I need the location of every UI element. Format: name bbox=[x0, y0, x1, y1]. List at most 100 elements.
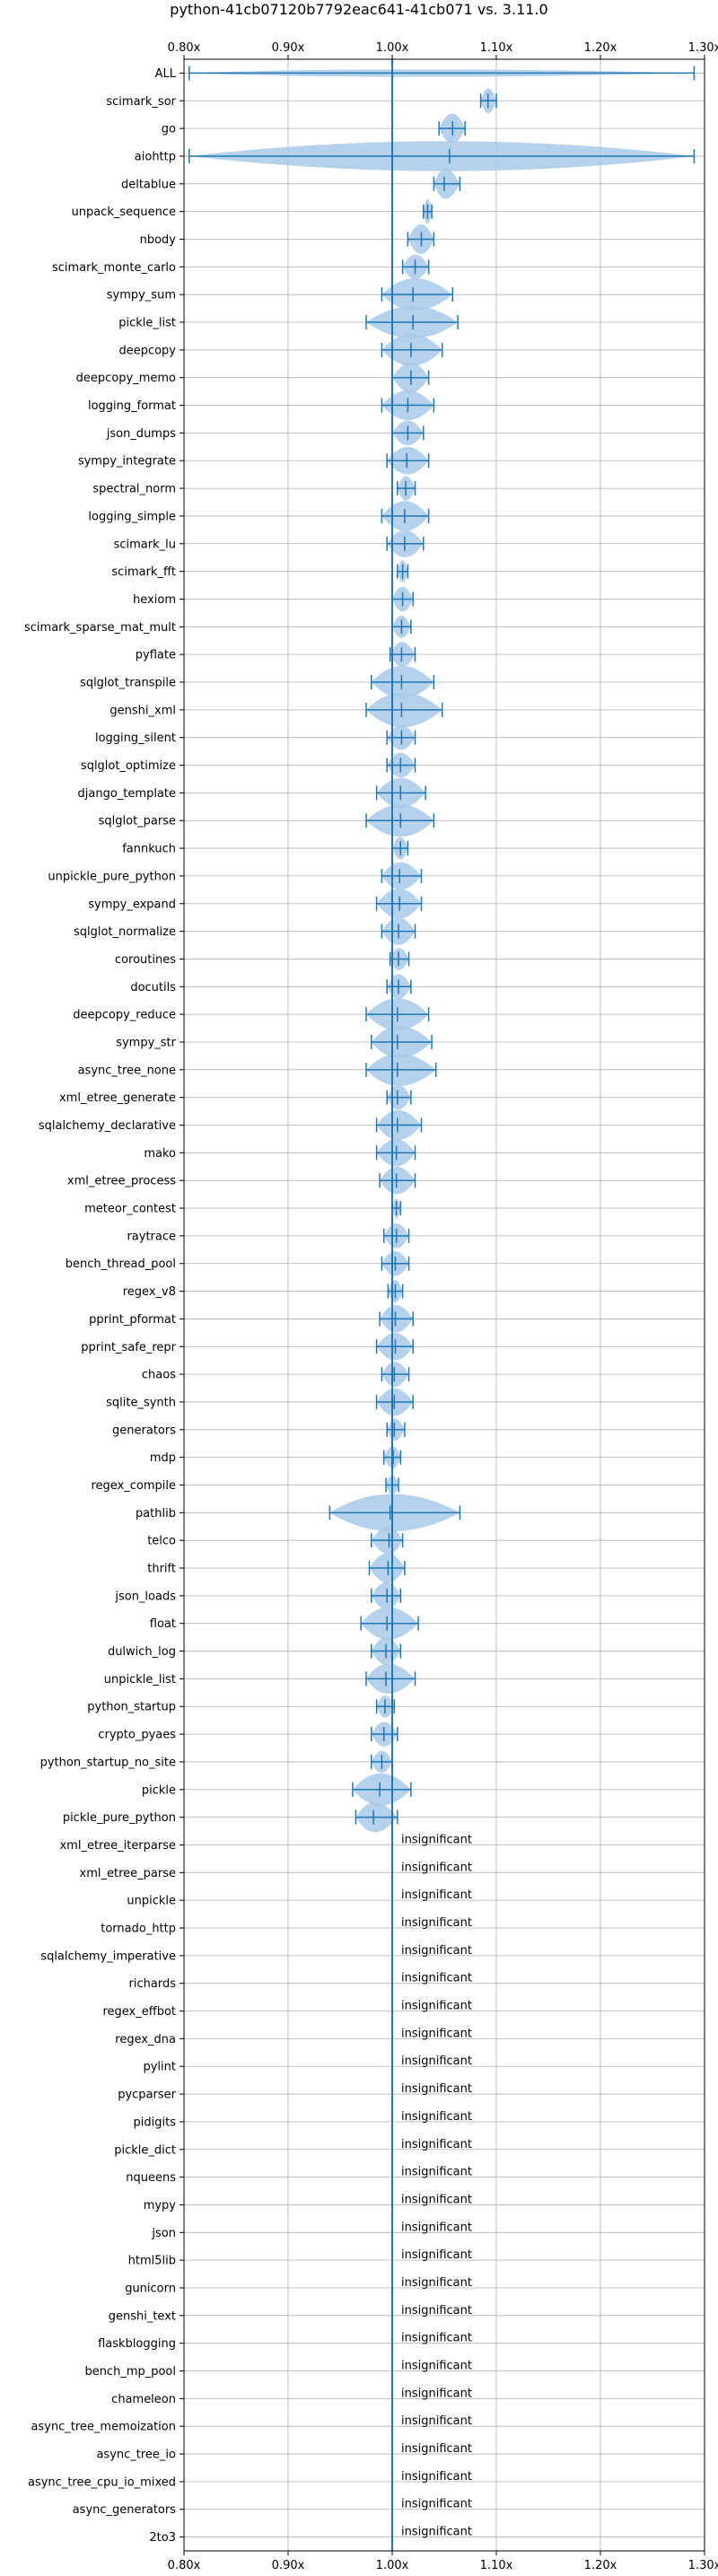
category-label: bench_mp_pool bbox=[84, 2365, 176, 2379]
x-tick-label-top: 1.00x bbox=[376, 41, 409, 55]
category-label: unpickle_pure_python bbox=[48, 870, 176, 883]
category-label: logging_simple bbox=[88, 510, 176, 523]
category-label: django_template bbox=[78, 787, 176, 801]
category-label: pyflate bbox=[136, 649, 176, 662]
violins: insignificant insignificant insignificant i… bbox=[188, 59, 696, 2551]
insignificant-label: insignificant bbox=[401, 2332, 472, 2345]
category-label: raytrace bbox=[127, 1230, 176, 1243]
category-label: async_tree_io bbox=[96, 2449, 176, 2462]
chart-title: python-41cb07120b7792eac641-41cb071 vs. … bbox=[170, 1, 547, 18]
category-label: async_generators bbox=[73, 2503, 177, 2517]
category-label: logging_silent bbox=[95, 732, 176, 745]
category-label: crypto_pyaes bbox=[98, 1729, 176, 1742]
category-label: xml_etree_parse bbox=[80, 1867, 176, 1880]
category-label: regex_dna bbox=[115, 2033, 176, 2046]
category-label: nqueens bbox=[126, 2171, 176, 2185]
x-axis-ticks: 0.80x 0.80x 0.90x 0.90x 1.00x 1.00x 1.10x 1.10x… bbox=[168, 41, 718, 2572]
insignificant-label: insignificant bbox=[401, 2526, 472, 2539]
insignificant-label: insignificant bbox=[401, 2000, 472, 2013]
x-tick-label-top: 0.90x bbox=[272, 41, 305, 55]
category-label: scimark_fft bbox=[111, 565, 176, 579]
category-label: generators bbox=[112, 1424, 176, 1437]
category-label: deepcopy bbox=[118, 344, 176, 357]
category-label: json_dumps bbox=[106, 427, 176, 441]
category-label: async_tree_none bbox=[78, 1064, 176, 1077]
category-label: deepcopy_memo bbox=[76, 372, 176, 385]
category-label: logging_format bbox=[88, 399, 176, 413]
category-label: docutils bbox=[130, 981, 176, 994]
x-tick-label-bottom: 1.10x bbox=[480, 2559, 513, 2572]
insignificant-label: insignificant bbox=[401, 2248, 472, 2262]
category-label: regex_effbot bbox=[102, 2005, 176, 2019]
category-label: tornado_http bbox=[101, 1923, 176, 1936]
insignificant-label: insignificant bbox=[401, 2055, 472, 2068]
category-label: spectral_norm bbox=[92, 483, 176, 496]
insignificant-label: insignificant bbox=[401, 2027, 472, 2040]
category-label: pathlib bbox=[136, 1507, 176, 1520]
category-label: async_tree_cpu_io_mixed bbox=[28, 2475, 176, 2489]
category-label: genshi_text bbox=[109, 2309, 176, 2323]
category-label: scimark_monte_carlo bbox=[52, 261, 176, 275]
insignificant-label: insignificant bbox=[401, 2138, 472, 2151]
insignificant-label: insignificant bbox=[401, 1972, 472, 1985]
category-label: pycparser bbox=[118, 2089, 176, 2102]
insignificant-label: insignificant bbox=[401, 2276, 472, 2290]
category-label: thrift bbox=[147, 1563, 176, 1576]
category-label: python_startup bbox=[87, 1701, 176, 1714]
category-label: float bbox=[150, 1617, 176, 1631]
category-label: dulwich_log bbox=[108, 1645, 176, 1659]
category-label: pidigits bbox=[134, 2116, 177, 2129]
x-tick-label-top: 1.30x bbox=[688, 41, 718, 55]
category-label: scimark_sor bbox=[106, 95, 176, 109]
category-label: pickle_dict bbox=[114, 2143, 176, 2157]
category-label: richards bbox=[129, 1977, 177, 1991]
category-label: regex_v8 bbox=[123, 1285, 176, 1299]
category-label: coroutines bbox=[115, 953, 176, 967]
insignificant-label: insignificant bbox=[401, 2166, 472, 2179]
insignificant-label: insignificant bbox=[401, 2221, 472, 2234]
category-label: 2to3 bbox=[149, 2531, 176, 2545]
category-label: genshi_xml bbox=[109, 704, 176, 717]
category-label: fannkuch bbox=[122, 843, 176, 856]
category-label: sqlglot_optimize bbox=[81, 759, 176, 773]
x-tick-label-top: 0.80x bbox=[168, 41, 201, 55]
insignificant-label: insignificant bbox=[401, 2082, 472, 2096]
category-label: deltablue bbox=[121, 178, 176, 191]
x-tick-label-bottom: 0.90x bbox=[272, 2559, 305, 2572]
category-label: unpack_sequence bbox=[71, 206, 176, 219]
category-label: meteor_contest bbox=[84, 1203, 176, 1216]
insignificant-label: insignificant bbox=[401, 2360, 472, 2373]
x-tick-label-top: 1.10x bbox=[480, 41, 513, 55]
category-label: pickle bbox=[142, 1783, 176, 1797]
insignificant-label: insignificant bbox=[401, 1888, 472, 1902]
x-tick-label-bottom: 0.80x bbox=[168, 2559, 201, 2572]
category-label: python_startup_no_site bbox=[40, 1756, 176, 1769]
category-label: deepcopy_reduce bbox=[73, 1009, 176, 1022]
category-label: unpickle_list bbox=[104, 1673, 176, 1687]
insignificant-label: insignificant bbox=[401, 2442, 472, 2456]
insignificant-label: insignificant bbox=[401, 2110, 472, 2124]
category-label: nbody bbox=[140, 233, 177, 247]
insignificant-label: insignificant bbox=[401, 2304, 472, 2318]
category-label: pprint_safe_repr bbox=[81, 1341, 176, 1354]
category-label: pickle_list bbox=[118, 317, 176, 330]
category-label: chaos bbox=[142, 1369, 176, 1382]
category-label: ALL bbox=[155, 67, 177, 81]
insignificant-label: insignificant bbox=[401, 2193, 472, 2206]
category-label: sqlglot_normalize bbox=[74, 925, 176, 939]
category-label: mdp bbox=[150, 1451, 176, 1465]
insignificant-label: insignificant bbox=[401, 2414, 472, 2428]
insignificant-label: insignificant bbox=[401, 2470, 472, 2484]
category-label: mypy bbox=[144, 2199, 177, 2212]
x-tick-label-top: 1.20x bbox=[584, 41, 617, 55]
category-label: sympy_str bbox=[116, 1036, 176, 1049]
x-tick-label-bottom: 1.30x bbox=[688, 2559, 718, 2572]
category-label: json bbox=[151, 2227, 176, 2240]
insignificant-label: insignificant bbox=[401, 1833, 472, 1846]
category-label: mako bbox=[144, 1147, 176, 1161]
category-label: async_tree_memoization bbox=[31, 2421, 176, 2434]
category-label: xml_etree_generate bbox=[59, 1091, 176, 1105]
category-label: xml_etree_process bbox=[67, 1175, 176, 1188]
